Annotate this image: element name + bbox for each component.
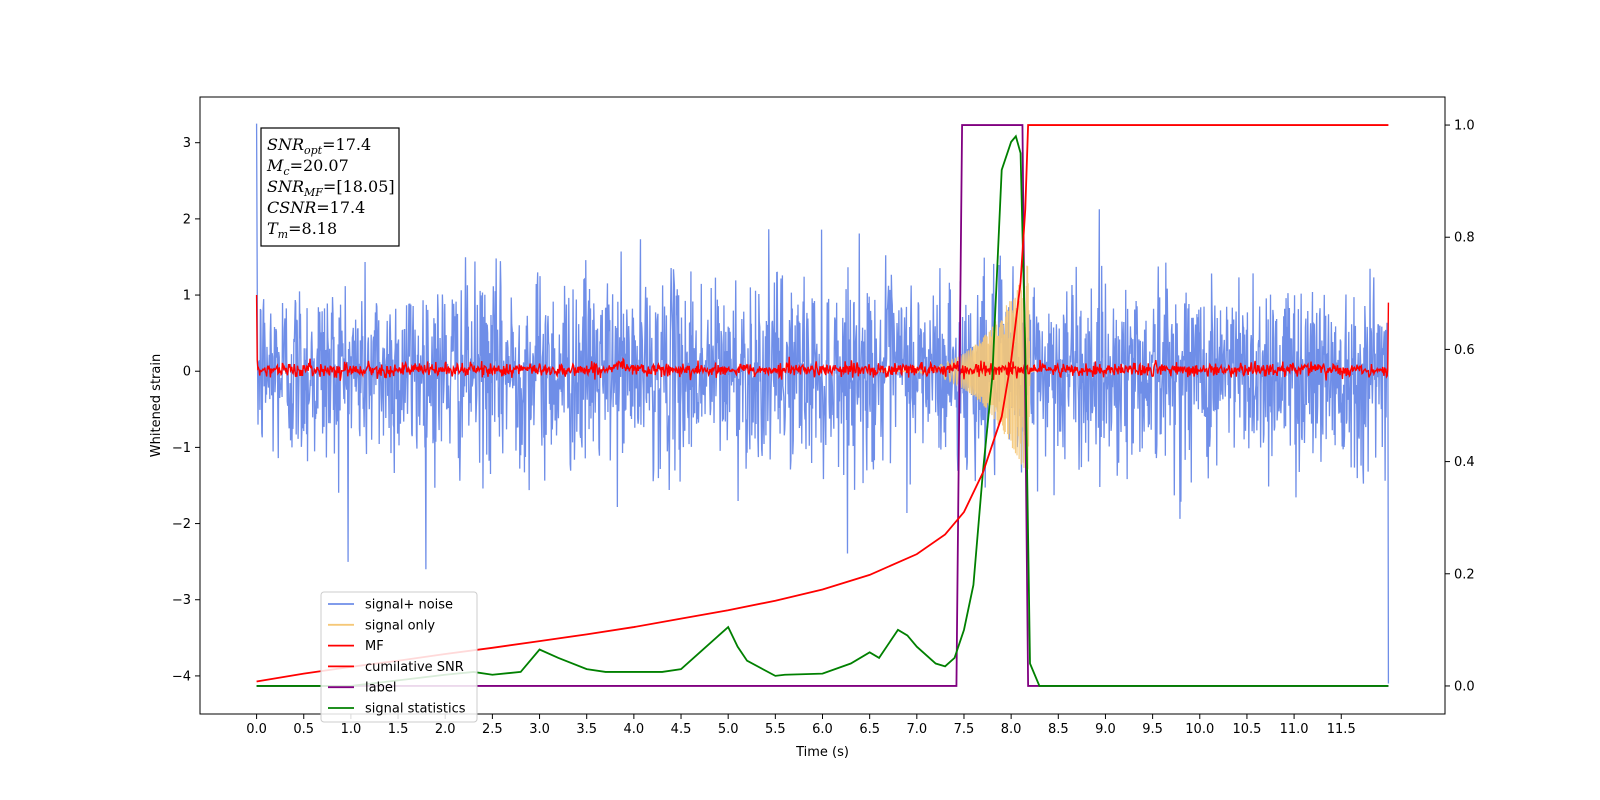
x-tick-label: 2.5 bbox=[482, 722, 503, 737]
y-tick-label: −1 bbox=[172, 441, 191, 456]
x-tick-label: 1.0 bbox=[341, 722, 362, 737]
series-mf bbox=[255, 295, 1390, 381]
legend-entry: MF bbox=[365, 639, 384, 654]
y-tick-label: −3 bbox=[172, 593, 191, 608]
x-tick-label: 11.5 bbox=[1327, 722, 1356, 737]
x-tick-label: 9.5 bbox=[1142, 722, 1163, 737]
annotation-line: SNRMF=[18.05] bbox=[267, 177, 395, 199]
y-tick-label: 0 bbox=[183, 365, 191, 380]
x-tick-label: 7.5 bbox=[954, 722, 975, 737]
x-tick-label: 5.0 bbox=[718, 722, 739, 737]
y-tick-label: −4 bbox=[172, 669, 191, 684]
x-tick-label: 4.5 bbox=[671, 722, 692, 737]
legend-entry: signal only bbox=[365, 618, 435, 633]
x-tick-label: 3.0 bbox=[529, 722, 550, 737]
y2-tick-label: 0.0 bbox=[1454, 679, 1475, 694]
annotation-line: Tm=8.18 bbox=[267, 219, 337, 241]
annotation-frame bbox=[260, 127, 400, 247]
annotation-line: SNRopt=17.4 bbox=[267, 135, 371, 157]
series-signal-statistics bbox=[256, 134, 1389, 687]
y2-tick-label: 0.4 bbox=[1454, 455, 1475, 470]
y-tick-label: −2 bbox=[172, 517, 191, 532]
x-tick-label: 10.5 bbox=[1232, 722, 1261, 737]
y2-tick-label: 0.2 bbox=[1454, 567, 1475, 582]
x-tick-label: 0.0 bbox=[246, 722, 267, 737]
y-tick-label: 1 bbox=[183, 289, 191, 304]
x-tick-label: 7.0 bbox=[906, 722, 927, 737]
x-tick-label: 4.0 bbox=[624, 722, 645, 737]
annotation-line: CSNR=17.4 bbox=[267, 198, 365, 217]
y2-tick-label: 0.8 bbox=[1454, 231, 1475, 246]
x-tick-label: 5.5 bbox=[765, 722, 786, 737]
legend-entry: signal+ noise bbox=[365, 598, 453, 613]
legend-entry: cumilative SNR bbox=[365, 660, 464, 675]
x-tick-label: 0.5 bbox=[293, 722, 314, 737]
y-tick-label: 3 bbox=[183, 136, 191, 151]
x-tick-label: 2.0 bbox=[435, 722, 456, 737]
legend-entry: label bbox=[365, 681, 396, 696]
legend-frame bbox=[320, 591, 478, 723]
x-tick-label: 10.0 bbox=[1185, 722, 1214, 737]
y2-tick-label: 1.0 bbox=[1454, 119, 1475, 134]
axes: 0.0 0.5 1.0 1.5 2.0 2.5 3.0 3.5 4.0 4.5 5.0 5.5 6.0 6… bbox=[172, 96, 1475, 737]
x-tick-label: 3.5 bbox=[576, 722, 597, 737]
x-tick-label: 6.0 bbox=[812, 722, 833, 737]
x-tick-label: 8.5 bbox=[1048, 722, 1069, 737]
x-tick-label: 1.5 bbox=[388, 722, 409, 737]
x-tick-label: 8.0 bbox=[1001, 722, 1022, 737]
x-tick-label: 9.0 bbox=[1095, 722, 1116, 737]
x-axis-label: Time (s) bbox=[795, 745, 849, 760]
y2-tick-label: 0.6 bbox=[1454, 343, 1475, 358]
legend-entry: signal statistics bbox=[365, 702, 466, 717]
annotation-box: SNRopt=17.4Mc=20.07SNRMF=[18.05]CSNR=17.… bbox=[260, 127, 400, 247]
legend: signal+ noise signal only MF cumilative SNR… bbox=[320, 591, 478, 723]
annotation-line: Mc=20.07 bbox=[266, 156, 349, 178]
y-axis-label: Whitened strain bbox=[149, 354, 164, 457]
y-tick-label: 2 bbox=[183, 212, 191, 227]
x-tick-label: 11.0 bbox=[1280, 722, 1309, 737]
x-tick-label: 6.5 bbox=[859, 722, 880, 737]
